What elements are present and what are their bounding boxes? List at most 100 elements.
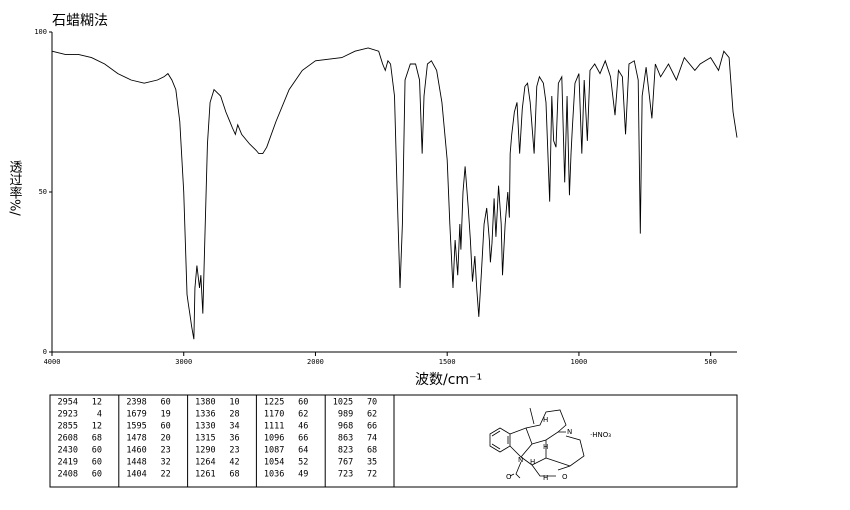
- peak-wavenumber: 1225: [264, 398, 284, 408]
- atom: H: [543, 416, 548, 424]
- atom: H: [530, 458, 535, 466]
- bond: [531, 431, 566, 445]
- peak-wavenumber: 863: [338, 434, 353, 444]
- peak-transmittance: 60: [298, 398, 308, 408]
- peak-transmittance: 35: [367, 458, 377, 468]
- peak-transmittance: 62: [367, 410, 377, 420]
- bond: [545, 457, 571, 467]
- y-tick-label: 0: [43, 348, 47, 356]
- peak-transmittance: 4: [97, 410, 102, 420]
- peak-wavenumber: 2855: [58, 422, 78, 432]
- peak-transmittance: 74: [367, 434, 377, 444]
- peak-wavenumber: 968: [338, 422, 353, 432]
- benzene-ring: [489, 427, 511, 453]
- peak-wavenumber: 1054: [264, 458, 284, 468]
- peak-transmittance: 23: [161, 446, 171, 456]
- x-tick-label: 3000: [175, 358, 192, 366]
- peak-wavenumber: 2608: [58, 434, 78, 444]
- x-tick-label: 2000: [307, 358, 324, 366]
- bond: [529, 407, 535, 425]
- chart-title: 石蜡糊法: [52, 13, 108, 29]
- peak-wavenumber: 2419: [58, 458, 78, 468]
- atom: N: [567, 428, 572, 436]
- x-tick-label: 500: [704, 358, 717, 366]
- bond: [491, 443, 501, 450]
- peak-wavenumber: 1595: [126, 422, 146, 432]
- peak-transmittance: 66: [298, 434, 308, 444]
- atom: O: [506, 473, 512, 481]
- peak-wavenumber: 1336: [195, 410, 215, 420]
- bond: [491, 430, 501, 437]
- peak-transmittance: 34: [229, 422, 239, 432]
- peak-transmittance: 10: [229, 398, 239, 408]
- peak-wavenumber: 2398: [126, 398, 146, 408]
- peak-wavenumber: 1404: [126, 470, 146, 480]
- peak-transmittance: 60: [161, 422, 171, 432]
- peak-wavenumber: 989: [338, 410, 353, 420]
- peak-wavenumber: 823: [338, 446, 353, 456]
- peak-transmittance: 49: [298, 470, 308, 480]
- peak-wavenumber: 2430: [58, 446, 78, 456]
- peak-wavenumber: 2408: [58, 470, 78, 480]
- peak-wavenumber: 1380: [195, 398, 215, 408]
- peak-wavenumber: 1025: [333, 398, 353, 408]
- x-tick-label: 1000: [570, 358, 587, 366]
- bond: [525, 409, 567, 433]
- peak-wavenumber: 2954: [58, 398, 78, 408]
- peak-transmittance: 52: [298, 458, 308, 468]
- peak-wavenumber: 1330: [195, 422, 215, 432]
- peak-transmittance: 68: [229, 470, 239, 480]
- peak-transmittance: 28: [229, 410, 239, 420]
- x-axis-label: 波数/cm⁻¹: [415, 372, 482, 388]
- atom: O: [562, 473, 568, 481]
- peak-wavenumber: 1087: [264, 446, 284, 456]
- peak-transmittance: 22: [161, 470, 171, 480]
- x-tick-label: 4000: [44, 358, 61, 366]
- peak-transmittance: 66: [367, 422, 377, 432]
- peak-wavenumber: 1679: [126, 410, 146, 420]
- peak-transmittance: 68: [367, 446, 377, 456]
- peak-wavenumber: 1264: [195, 458, 215, 468]
- peak-wavenumber: 1290: [195, 446, 215, 456]
- peak-transmittance: 60: [92, 458, 102, 468]
- peak-transmittance: 12: [92, 398, 102, 408]
- peak-transmittance: 36: [229, 434, 239, 444]
- peak-wavenumber: 2923: [58, 410, 78, 420]
- peak-wavenumber: 1096: [264, 434, 284, 444]
- peak-wavenumber: 1036: [264, 470, 284, 480]
- atom: H: [543, 443, 548, 451]
- y-tick-label: 100: [34, 28, 47, 36]
- peak-transmittance: 68: [92, 434, 102, 444]
- peak-wavenumber: 723: [338, 470, 353, 480]
- x-tick-label: 1500: [439, 358, 456, 366]
- bond: [515, 461, 522, 479]
- peak-transmittance: 23: [229, 446, 239, 456]
- salt-label: ·HNO₃: [590, 431, 611, 439]
- peak-transmittance: 70: [367, 398, 377, 408]
- peak-transmittance: 72: [367, 470, 377, 480]
- spectrum-line: [51, 47, 738, 340]
- bond: [509, 427, 533, 458]
- bond: [557, 435, 585, 471]
- peak-wavenumber: 1170: [264, 410, 284, 420]
- bond: [520, 440, 547, 466]
- peak-transmittance: 60: [92, 446, 102, 456]
- peak-wavenumber: 1448: [126, 458, 146, 468]
- peak-transmittance: 12: [92, 422, 102, 432]
- peak-transmittance: 20: [161, 434, 171, 444]
- peak-wavenumber: 1111: [264, 422, 284, 432]
- peak-transmittance: 32: [161, 458, 171, 468]
- peak-transmittance: 62: [298, 410, 308, 420]
- peak-wavenumber: 767: [338, 458, 353, 468]
- peak-wavenumber: 1460: [126, 446, 146, 456]
- peak-transmittance: 60: [92, 470, 102, 480]
- y-axis-label: 透过率%/: [7, 160, 23, 216]
- atom: N: [518, 456, 523, 464]
- structure: [489, 407, 585, 479]
- bond: [531, 464, 556, 477]
- peak-transmittance: 19: [161, 410, 171, 420]
- atom-labels: H N H N H O H O ·HNO₃: [506, 416, 611, 482]
- peak-transmittance: 64: [298, 446, 308, 456]
- peak-transmittance: 60: [161, 398, 171, 408]
